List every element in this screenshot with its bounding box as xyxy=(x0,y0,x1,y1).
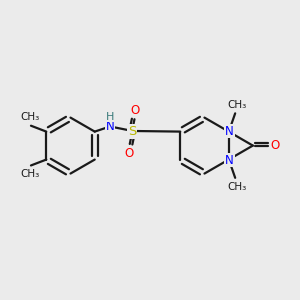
Text: S: S xyxy=(128,125,136,138)
Text: CH₃: CH₃ xyxy=(20,112,40,122)
Text: H: H xyxy=(106,112,114,122)
Text: CH₃: CH₃ xyxy=(20,169,40,179)
Text: CH₃: CH₃ xyxy=(227,100,246,110)
Text: O: O xyxy=(124,147,134,160)
Text: N: N xyxy=(225,154,234,167)
Text: N: N xyxy=(225,124,234,137)
Text: O: O xyxy=(130,103,140,117)
Text: O: O xyxy=(271,139,280,152)
Text: CH₃: CH₃ xyxy=(227,182,246,192)
Text: N: N xyxy=(106,120,114,133)
